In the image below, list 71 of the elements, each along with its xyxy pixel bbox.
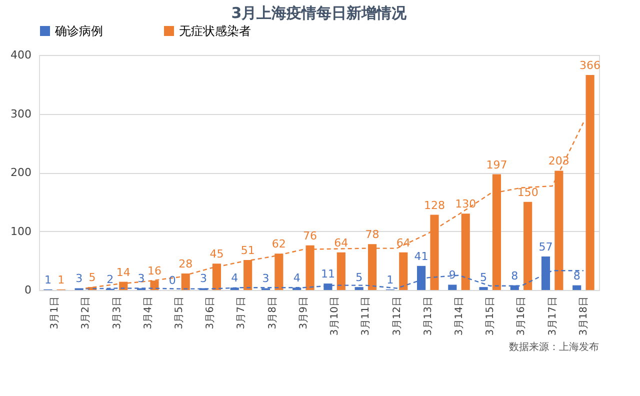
x-tick-label: 3月8日 <box>267 296 278 330</box>
x-tick-label: 3月6日 <box>205 296 216 330</box>
x-tick-label: 3月15日 <box>485 296 496 336</box>
data-label: 9 <box>448 268 456 282</box>
data-label: 3 <box>76 272 83 286</box>
source-note: 数据来源：上海发布 <box>509 341 599 353</box>
data-label: 197 <box>486 158 508 172</box>
data-label: 1 <box>386 273 394 286</box>
bar <box>448 284 457 290</box>
data-label: 0 <box>168 274 176 287</box>
x-tick-label: 3月17日 <box>547 296 558 336</box>
data-label: 1 <box>44 273 52 286</box>
data-label: 51 <box>240 244 255 258</box>
data-label: 150 <box>517 186 538 199</box>
data-label: 16 <box>147 264 162 278</box>
data-label: 128 <box>424 198 445 212</box>
bar <box>399 252 408 290</box>
data-label: 3 <box>200 272 208 286</box>
x-tick-label: 3月4日 <box>142 296 154 330</box>
x-tick-label: 3月5日 <box>174 296 185 330</box>
y-tick-label: 100 <box>10 224 32 238</box>
x-tick-label: 3月7日 <box>236 296 248 330</box>
bar <box>479 287 488 290</box>
data-label: 5 <box>480 271 488 284</box>
data-label: 366 <box>580 58 601 72</box>
data-label: 3 <box>138 272 145 286</box>
y-tick-label: 0 <box>24 284 32 296</box>
data-label: 8 <box>511 269 518 282</box>
data-label: 78 <box>365 228 380 242</box>
y-tick-label: 300 <box>10 107 32 120</box>
bar <box>586 74 594 290</box>
x-tick-label: 3月10日 <box>330 296 341 336</box>
x-tick-label: 3月1日 <box>50 296 61 330</box>
data-label: 64 <box>334 236 348 250</box>
data-label: 57 <box>538 240 553 254</box>
x-tick-label: 3月2日 <box>80 296 92 330</box>
data-label: 64 <box>396 236 410 250</box>
x-tick-label: 3月3日 <box>112 296 123 330</box>
x-tick-label: 3月14日 <box>454 296 465 336</box>
data-label: 62 <box>272 238 286 251</box>
data-label: 76 <box>303 229 318 242</box>
line-series <box>85 122 584 289</box>
data-label: 11 <box>320 268 335 281</box>
data-label: 28 <box>178 258 193 271</box>
data-label: 45 <box>210 248 224 261</box>
bar <box>336 252 346 290</box>
x-tick-label: 3月9日 <box>298 296 310 330</box>
data-label: 2 <box>106 272 114 286</box>
data-label: 3 <box>262 272 270 286</box>
data-label: 14 <box>116 266 130 279</box>
y-tick-label: 400 <box>10 48 32 62</box>
x-tick-label: 3月11日 <box>360 296 372 336</box>
bar <box>524 202 532 290</box>
legend-label: 确诊病例 <box>54 24 103 38</box>
data-label: 8 <box>573 269 580 282</box>
data-label: 5 <box>88 271 96 284</box>
x-tick-label: 3月16日 <box>516 296 528 336</box>
data-label: 1 <box>58 273 65 286</box>
y-tick-label: 200 <box>10 166 32 179</box>
x-tick-label: 3月13日 <box>422 296 434 336</box>
data-label: 4 <box>231 272 238 285</box>
data-label: 5 <box>356 271 363 284</box>
data-label: 4 <box>293 272 300 285</box>
x-tick-label: 3月18日 <box>578 296 590 336</box>
bar <box>572 285 582 290</box>
chart-title: 3月上海疫情每日新增情况 <box>231 4 408 22</box>
data-label: 41 <box>414 250 428 263</box>
x-tick-label: 3月12日 <box>392 296 403 336</box>
data-label: 203 <box>548 154 570 168</box>
data-label: 130 <box>455 198 476 211</box>
legend-label: 无症状感染者 <box>179 24 251 38</box>
